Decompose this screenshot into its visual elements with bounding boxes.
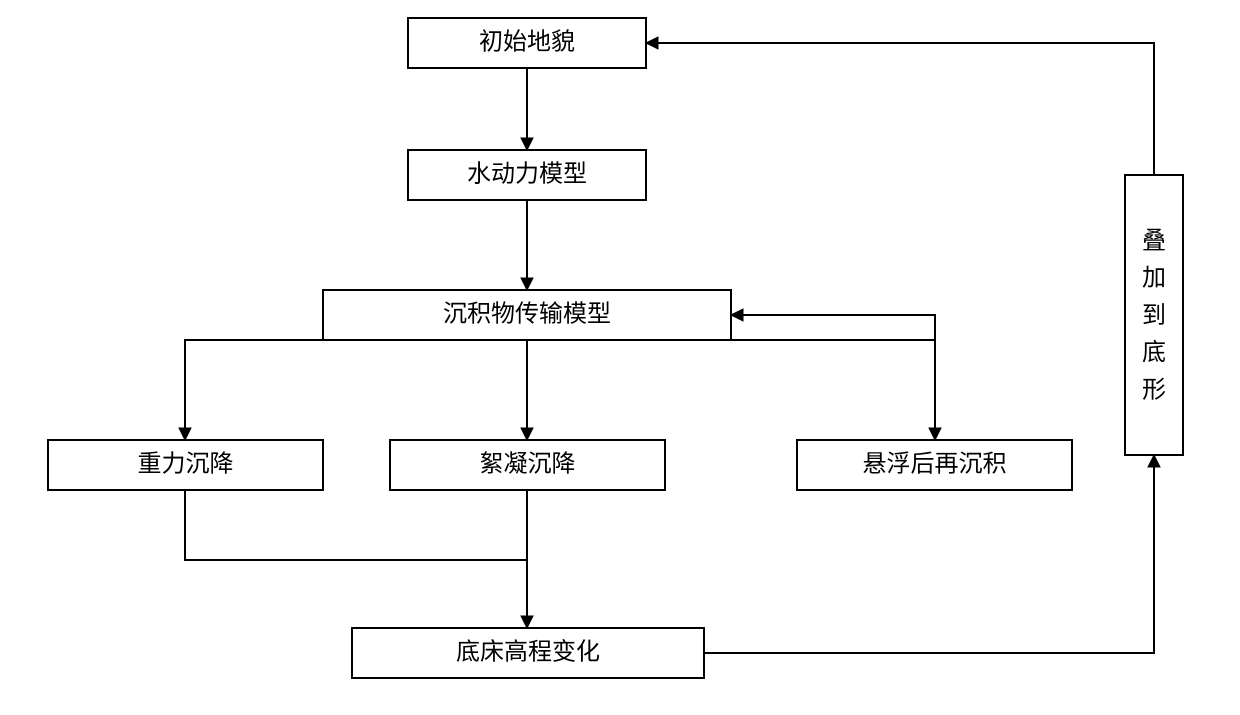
node-label-sediment: 沉积物传输模型 <box>443 301 611 328</box>
edge-resusp-to-sediment <box>738 315 935 440</box>
node-floc: 絮凝沉降 <box>390 440 665 490</box>
node-hydro: 水动力模型 <box>408 150 646 200</box>
node-overlay: 叠加到底形 <box>1125 175 1183 455</box>
edge-sediment-to-gravity <box>185 340 400 433</box>
arrow-head <box>731 309 743 321</box>
edge-gravity-to-bed_via_floc <box>185 490 527 560</box>
node-initial: 初始地貌 <box>408 18 646 68</box>
arrow-head <box>1148 455 1160 467</box>
node-bed: 底床高程变化 <box>352 628 704 678</box>
node-sediment: 沉积物传输模型 <box>323 290 731 340</box>
arrow-head <box>929 428 941 440</box>
arrow-head <box>521 138 533 150</box>
arrow-head <box>521 428 533 440</box>
node-label-bed: 底床高程变化 <box>456 639 600 666</box>
edges-group <box>185 43 1154 653</box>
node-gravity: 重力沉降 <box>48 440 323 490</box>
node-label-gravity: 重力沉降 <box>138 451 234 478</box>
node-label-floc: 絮凝沉降 <box>480 451 576 478</box>
arrow-head <box>521 616 533 628</box>
node-label-hydro: 水动力模型 <box>467 161 587 188</box>
arrow-head <box>646 37 658 49</box>
edge-sediment-to-resusp <box>653 340 935 433</box>
node-label-resusp: 悬浮后再沉积 <box>863 451 1007 478</box>
nodes-group: 初始地貌水动力模型沉积物传输模型重力沉降 絮凝沉降 悬浮后再沉积底床高程变化 叠加到底… <box>48 18 1183 678</box>
arrow-head <box>179 428 191 440</box>
arrow-head <box>521 278 533 290</box>
node-label-overlay: 叠加到底形 <box>1142 227 1166 403</box>
node-resusp: 悬浮后再沉积 <box>797 440 1072 490</box>
edge-overlay-to-initial <box>653 43 1154 175</box>
node-label-initial: 初始地貌 <box>479 29 575 56</box>
